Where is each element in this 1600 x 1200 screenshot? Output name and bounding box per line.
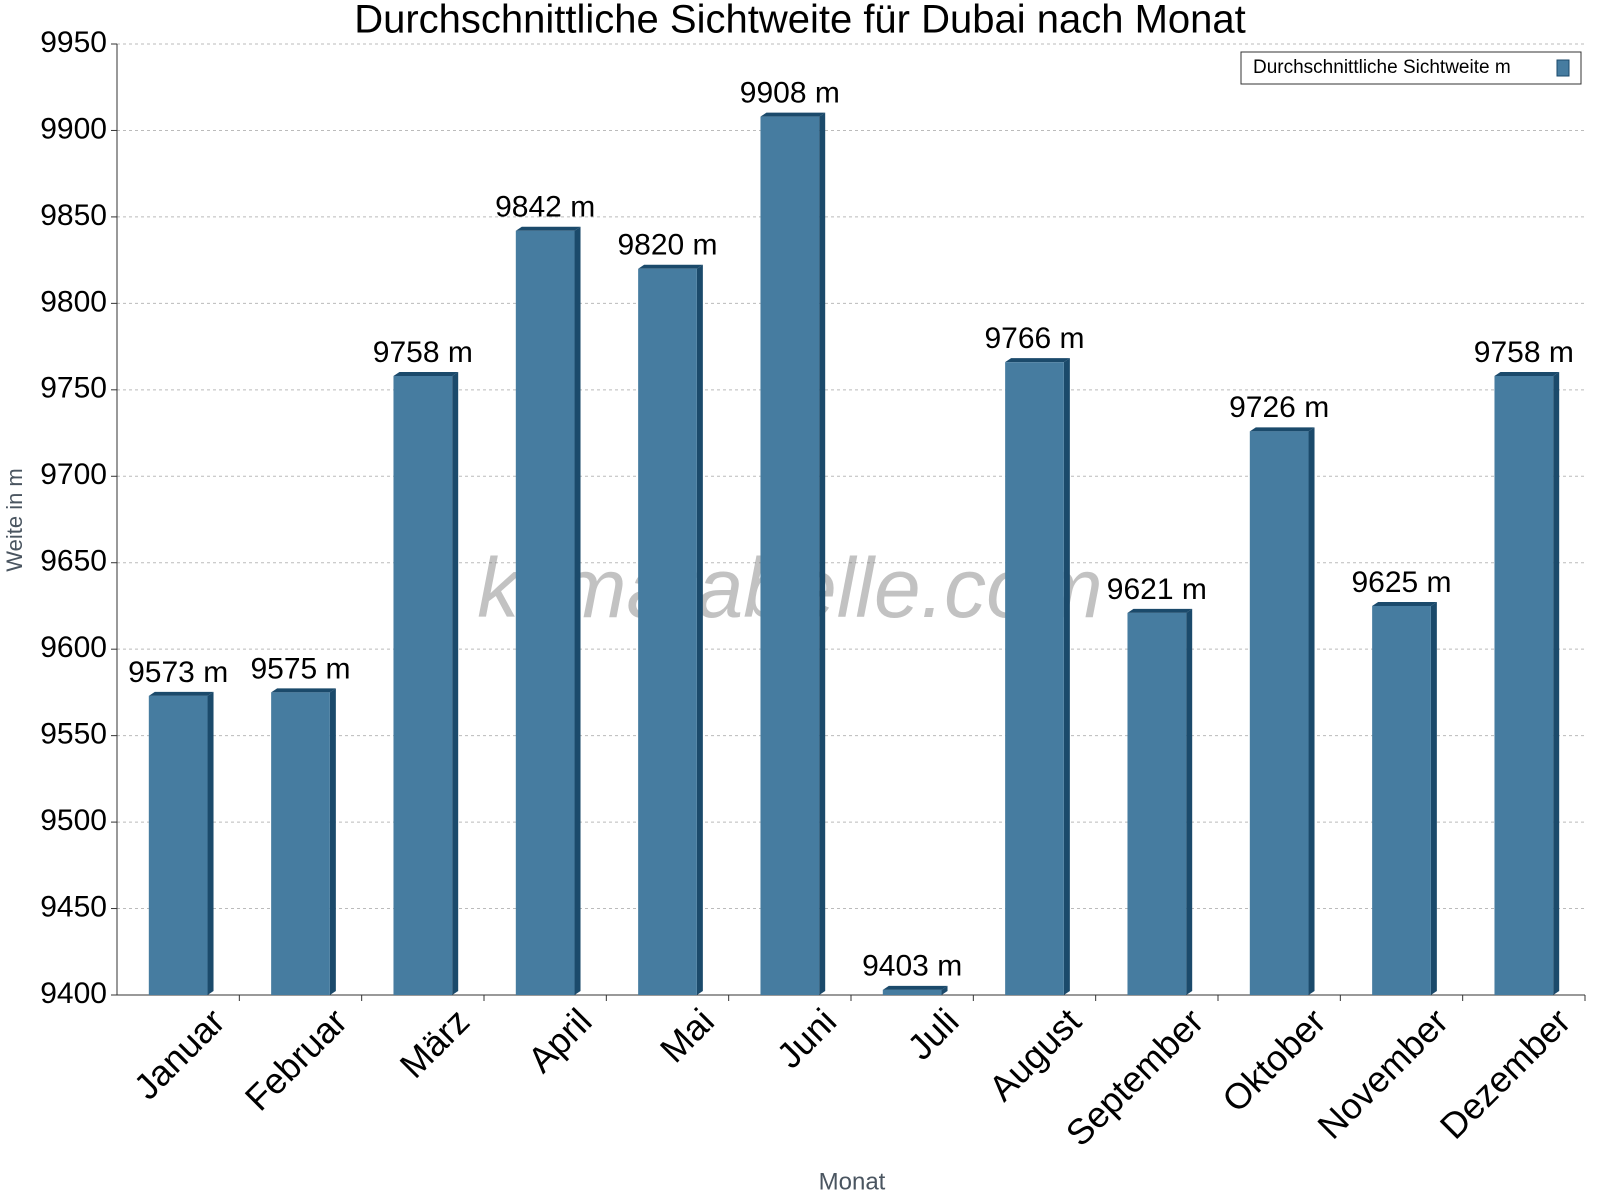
bar <box>271 692 330 995</box>
bar-group <box>148 691 214 995</box>
bar-top <box>1005 358 1070 363</box>
y-tick-label: 9450 <box>40 890 107 923</box>
bar-group <box>515 226 581 995</box>
bar <box>148 695 208 995</box>
legend-swatch <box>1556 59 1570 77</box>
legend-box <box>1240 51 1582 85</box>
bar-side <box>1063 358 1070 996</box>
bar-side <box>819 112 826 995</box>
bar-group <box>1372 601 1437 995</box>
bar-group <box>882 985 948 995</box>
bar <box>1249 431 1309 995</box>
bar-group <box>1127 608 1193 995</box>
bar <box>1127 612 1187 995</box>
value-label: 9842 m <box>495 191 595 224</box>
bar <box>1494 375 1554 995</box>
value-label: 9625 m <box>1351 566 1451 599</box>
bar <box>1372 605 1431 995</box>
bar-top <box>882 985 948 990</box>
y-tick-label: 9650 <box>40 545 107 578</box>
chart-title: Durchschnittliche Sichtweite für Dubai n… <box>354 0 1246 42</box>
value-label: 9726 m <box>1229 391 1329 424</box>
bar-side <box>329 688 336 995</box>
bar-side <box>696 264 703 995</box>
bar <box>760 116 820 995</box>
bar-top <box>1372 601 1437 606</box>
bar <box>515 230 575 995</box>
bar <box>393 375 453 995</box>
value-label: 9820 m <box>617 229 717 262</box>
bar-top <box>271 688 336 693</box>
bar-top <box>1494 371 1560 376</box>
y-tick-label: 9950 <box>40 26 107 59</box>
bar-top <box>638 264 703 269</box>
bar-top <box>515 226 581 231</box>
bar-top <box>1249 427 1315 432</box>
y-tick-label: 9550 <box>40 718 107 751</box>
bar <box>882 989 942 995</box>
y-tick-label: 9600 <box>40 631 107 664</box>
value-label: 9758 m <box>373 336 473 369</box>
value-label: 9621 m <box>1107 573 1207 606</box>
bar-side <box>452 371 459 995</box>
x-axis-label: Monat <box>819 1168 886 1195</box>
bar-side <box>941 985 948 995</box>
bar-group <box>1005 358 1070 996</box>
bar-top <box>760 112 826 117</box>
bar-group <box>1249 427 1315 995</box>
bar-side <box>1308 427 1315 995</box>
bar-group <box>638 264 703 995</box>
value-label: 9766 m <box>984 322 1084 355</box>
value-label: 9403 m <box>862 950 962 983</box>
y-tick-label: 9750 <box>40 372 107 405</box>
legend-label: Durchschnittliche Sichtweite m <box>1253 57 1511 78</box>
bar-side <box>1553 371 1560 995</box>
bar-group <box>271 688 336 995</box>
bar-top <box>393 371 459 376</box>
value-label: 9575 m <box>250 652 350 685</box>
bar <box>1005 362 1064 996</box>
bar-group <box>760 112 826 995</box>
bar-top <box>148 691 214 696</box>
bar-side <box>1430 601 1437 995</box>
bar-top <box>1127 608 1193 613</box>
bar-side <box>207 691 214 995</box>
bar-group <box>393 371 459 995</box>
y-tick-label: 9900 <box>40 112 107 145</box>
y-axis-label: Weite in m <box>2 468 27 572</box>
y-tick-label: 9400 <box>40 977 107 1010</box>
y-tick-label: 9700 <box>40 458 107 491</box>
bar-side <box>574 226 581 995</box>
value-label: 9908 m <box>740 77 840 110</box>
bar-group <box>1494 371 1560 995</box>
y-tick-label: 9850 <box>40 199 107 232</box>
y-tick-label: 9500 <box>40 804 107 837</box>
bar <box>638 268 697 995</box>
bar-side <box>1186 608 1193 995</box>
y-tick-label: 9800 <box>40 285 107 318</box>
value-label: 9758 m <box>1474 336 1574 369</box>
value-label: 9573 m <box>128 656 228 689</box>
